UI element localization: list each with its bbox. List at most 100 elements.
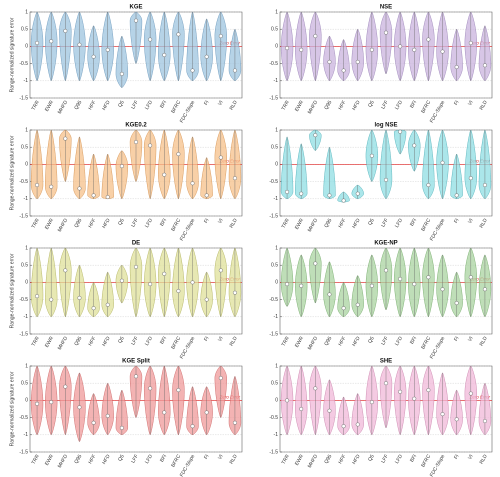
y-tick-label: 1 xyxy=(275,245,278,251)
panel-title: KGE0.2 xyxy=(125,123,147,129)
median-point xyxy=(355,302,360,307)
y-tick-label: 1 xyxy=(275,363,278,369)
median-point xyxy=(355,422,360,427)
median-point xyxy=(398,389,403,394)
median-point xyxy=(148,386,153,391)
x-tick-label: MHFD xyxy=(307,217,320,233)
x-tick-label: Q5 xyxy=(367,99,376,108)
y-tick-label: 0.5 xyxy=(271,381,278,387)
x-tick-label: MHFD xyxy=(57,217,70,233)
y-tick-label: -0.5 xyxy=(269,179,278,185)
x-tick-label: EWR xyxy=(294,99,305,112)
x-tick-label: BFRC xyxy=(170,453,182,468)
x-tick-label: HFD xyxy=(101,453,112,465)
x-tick-label: BFI xyxy=(159,336,168,346)
median-point xyxy=(49,297,54,302)
x-tick-label: MHFD xyxy=(57,99,70,115)
x-tick-label: Q95 xyxy=(73,335,83,346)
median-point xyxy=(327,292,332,297)
median-point xyxy=(119,425,124,430)
median-point xyxy=(105,302,110,307)
median-point xyxy=(412,282,417,287)
median-point xyxy=(468,391,473,396)
median-point xyxy=(369,283,374,288)
y-tick-label: 0 xyxy=(275,44,278,50)
median-point xyxy=(190,68,195,73)
y-tick-label: 0 xyxy=(25,398,28,404)
x-tick-label: TRR xyxy=(31,335,42,347)
x-tick-label: BFI xyxy=(159,100,168,110)
x-tick-label: HFD xyxy=(351,335,362,347)
x-tick-label: HFF xyxy=(337,454,347,465)
x-tick-label: TRR xyxy=(281,217,292,229)
y-tick-label: 0.5 xyxy=(21,381,28,387)
x-tick-label: LFD xyxy=(394,217,404,229)
x-tick-label: EWR xyxy=(44,217,55,230)
median-point xyxy=(148,37,153,42)
x-tick-label: TRR xyxy=(281,335,292,347)
x-tick-label: VI xyxy=(467,218,475,225)
x-tick-label: Q5 xyxy=(367,335,376,344)
median-point xyxy=(35,294,40,299)
median-point xyxy=(454,65,459,70)
median-point xyxy=(148,143,153,148)
median-point xyxy=(384,268,389,273)
median-point xyxy=(412,143,417,148)
x-tick-label: BFRC xyxy=(170,99,182,114)
x-tick-label: HFF xyxy=(87,336,97,347)
median-point xyxy=(162,271,167,276)
x-tick-label: Q5 xyxy=(117,217,126,226)
x-tick-label: LFD xyxy=(394,335,404,347)
median-point xyxy=(77,295,82,300)
reference-label: Zero Error xyxy=(468,159,490,164)
x-tick-label: Q5 xyxy=(367,453,376,462)
median-point xyxy=(162,410,167,415)
x-tick-label: Q95 xyxy=(323,99,333,110)
median-point xyxy=(285,46,290,51)
median-point xyxy=(285,189,290,194)
x-tick-label: HFD xyxy=(351,99,362,111)
y-tick-label: -0.5 xyxy=(19,415,28,421)
x-tick-label: FI xyxy=(453,100,460,107)
median-point xyxy=(299,47,304,52)
median-point xyxy=(49,184,54,189)
panel: KGE0.2 Range-normalized signature error -1… xyxy=(9,123,243,242)
median-point xyxy=(35,401,40,406)
x-tick-label: FI xyxy=(203,100,210,107)
median-point xyxy=(440,287,445,292)
panel-title: log NSE xyxy=(374,123,397,129)
x-tick-label: BFI xyxy=(409,454,418,464)
x-tick-label: BFRC xyxy=(420,99,432,114)
panel: SHE -1.5 -1 -0.5 0 0.5 1 Zero Error TRR EWR MHFD Q9… xyxy=(269,359,493,477)
median-point xyxy=(119,164,124,169)
x-tick-label: MHFD xyxy=(307,453,320,469)
x-tick-label: MHFD xyxy=(57,335,70,351)
x-tick-label: HFD xyxy=(101,335,112,347)
median-point xyxy=(426,37,431,42)
median-point xyxy=(77,405,82,410)
x-tick-label: HFF xyxy=(337,336,347,347)
median-point xyxy=(63,28,68,33)
median-point xyxy=(327,193,332,198)
median-point xyxy=(91,54,96,59)
median-point xyxy=(91,420,96,425)
median-point xyxy=(482,419,487,424)
x-tick-label: FI xyxy=(453,336,460,343)
median-point xyxy=(384,30,389,35)
x-tick-label: LFD xyxy=(394,99,404,111)
x-tick-label: FI xyxy=(203,454,210,461)
median-point xyxy=(49,39,54,44)
median-point xyxy=(468,275,473,280)
panel: KGE Range-normalized signature error -1.5 -… xyxy=(9,5,243,124)
x-tick-label: FI xyxy=(203,336,210,343)
median-point xyxy=(119,278,124,283)
x-tick-label: EWR xyxy=(294,335,305,348)
median-point xyxy=(299,191,304,196)
median-point xyxy=(91,193,96,198)
median-point xyxy=(176,289,181,294)
median-point xyxy=(398,44,403,49)
x-tick-label: VI xyxy=(217,336,225,343)
median-point xyxy=(440,49,445,54)
